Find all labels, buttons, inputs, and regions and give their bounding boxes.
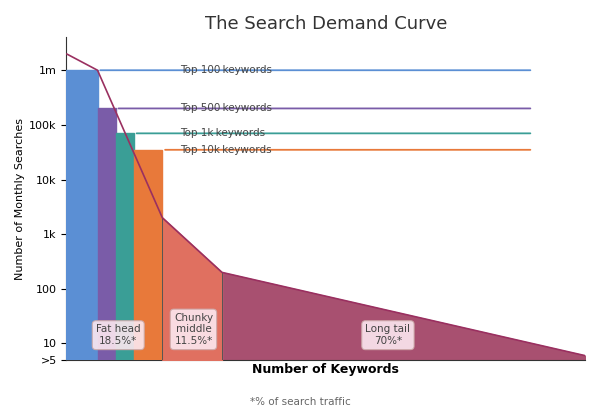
Title: The Search Demand Curve: The Search Demand Curve	[205, 15, 447, 33]
Text: Chunky
middle
11.5%*: Chunky middle 11.5%*	[174, 313, 213, 346]
Bar	[98, 108, 116, 360]
Text: *% of search traffic: *% of search traffic	[250, 397, 350, 407]
Text: Long tail
70%*: Long tail 70%*	[365, 324, 410, 346]
Bar	[116, 133, 134, 360]
Y-axis label: Number of Monthly Searches: Number of Monthly Searches	[15, 118, 25, 280]
Text: Top 10k keywords: Top 10k keywords	[181, 145, 272, 155]
Bar	[67, 70, 98, 360]
X-axis label: Number of Keywords: Number of Keywords	[252, 363, 399, 376]
Text: Fat head
18.5%*: Fat head 18.5%*	[96, 324, 140, 346]
Text: Top 1k keywords: Top 1k keywords	[181, 128, 266, 138]
Bar	[134, 150, 163, 360]
Text: Top 100 keywords: Top 100 keywords	[181, 65, 272, 75]
Text: Top 500 keywords: Top 500 keywords	[181, 103, 272, 114]
